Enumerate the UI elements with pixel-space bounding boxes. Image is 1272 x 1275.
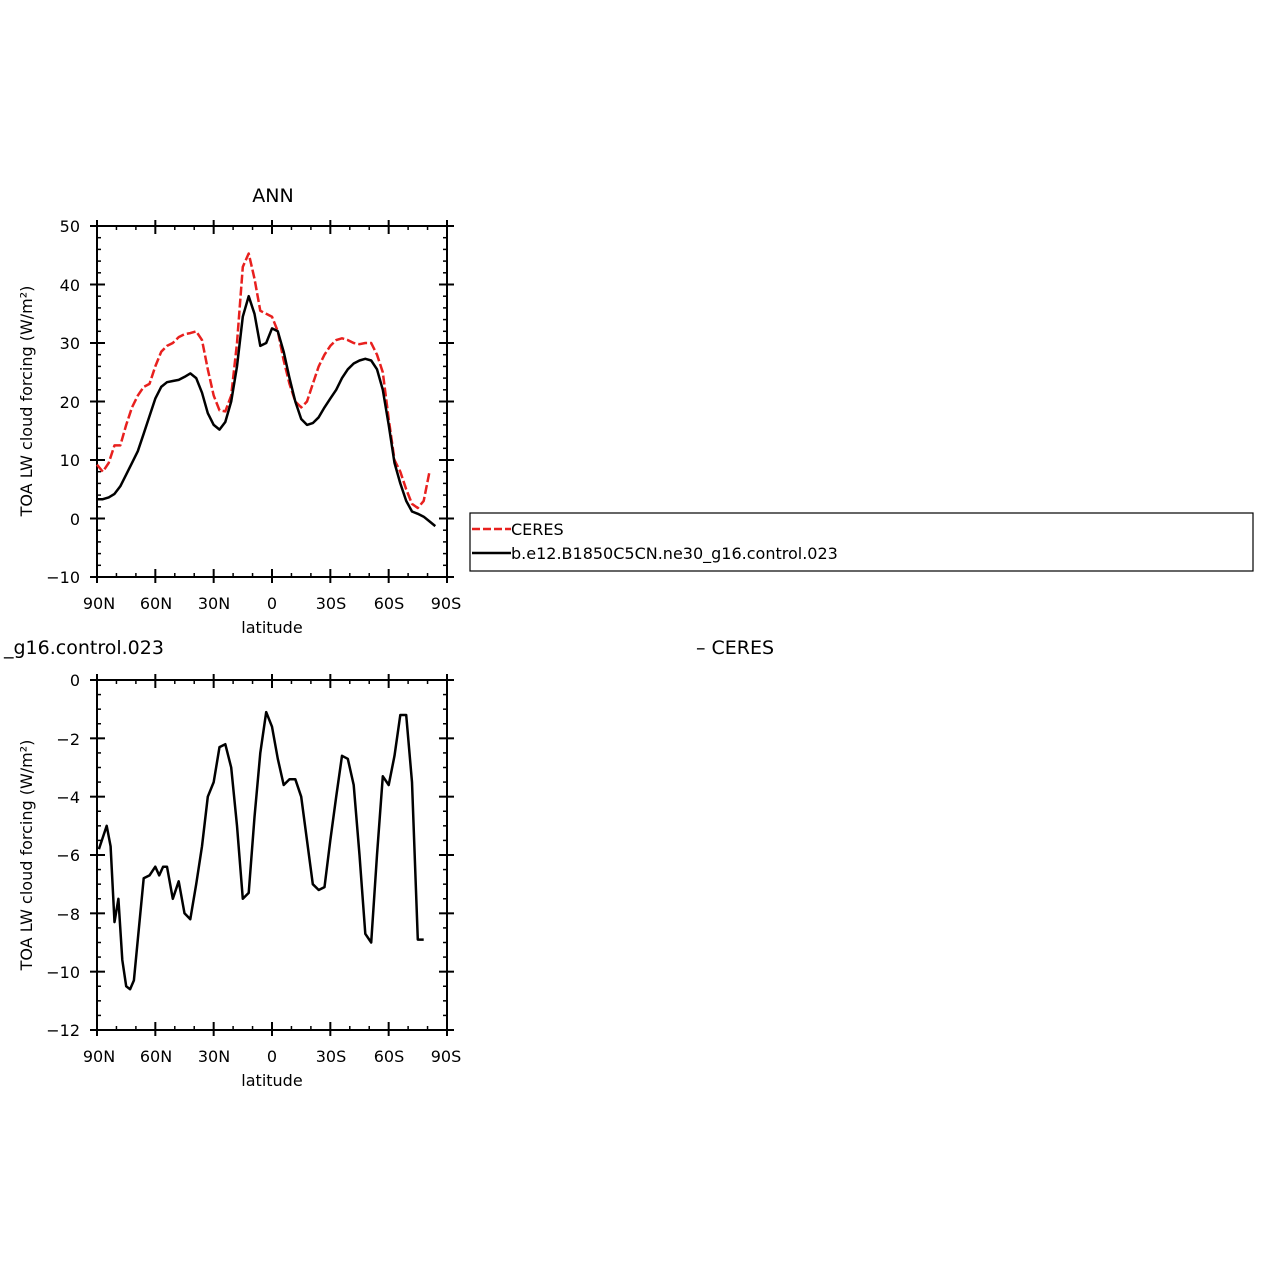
legend-label-model: b.e12.B1850C5CN.ne30_g16.control.023 [511,544,838,564]
x-tick-label: 0 [267,594,277,613]
top-x-tick-labels: 90N 60N 30N 0 30S 60S 90S [83,594,461,613]
y-tick-label: 0 [70,671,80,690]
top-y-axis-label: TOA LW cloud forcing (W/m²) [17,286,36,518]
x-tick-label: 90S [431,1047,462,1066]
x-tick-label: 90N [83,594,115,613]
x-tick-label: 30S [316,594,347,613]
x-tick-label: 90N [83,1047,115,1066]
bottom-title-left: _g16.control.023 [3,637,164,659]
y-tick-label: −4 [56,788,80,807]
y-tick-label: −10 [46,568,80,587]
x-tick-label: 60S [374,1047,405,1066]
bottom-y-axis-label: TOA LW cloud forcing (W/m²) [17,740,36,972]
y-tick-label: 40 [60,276,80,295]
top-panel-series [96,252,437,528]
x-tick-label: 30N [198,1047,230,1066]
bottom-x-axis-label: latitude [241,1071,302,1090]
y-tick-label: −2 [56,730,80,749]
legend-label-ceres: CERES [511,520,564,539]
y-tick-label: 10 [60,451,80,470]
x-tick-label: 60N [140,1047,172,1066]
top-panel-title: ANN [252,185,293,207]
legend: CERES b.e12.B1850C5CN.ne30_g16.control.0… [469,512,1254,572]
y-tick-label: 0 [70,510,80,529]
y-tick-label: −6 [56,846,80,865]
top-x-axis-label: latitude [241,618,302,637]
y-tick-label: −12 [46,1021,80,1040]
bottom-title-right: – CERES [696,637,774,659]
series-line-b-e12-b1850c5cn-ne30-g16-control-023 [97,294,437,528]
bottom-x-tick-labels: 90N 60N 30N 0 30S 60S 90S [83,1047,461,1066]
top-y-tick-labels: −10 0 10 20 30 40 50 [46,217,80,587]
y-tick-label: 30 [60,334,80,353]
x-tick-label: 60N [140,594,172,613]
top-panel: −10 0 10 20 30 40 50 90N 60N 30N 0 30S 6… [17,217,461,637]
y-tick-label: −10 [46,963,80,982]
series-line-difference [97,710,424,991]
x-tick-label: 30S [316,1047,347,1066]
x-tick-label: 0 [267,1047,277,1066]
y-tick-label: 50 [60,217,80,236]
y-tick-label: −8 [56,905,80,924]
x-tick-label: 60S [374,594,405,613]
y-tick-label: 20 [60,393,80,412]
bottom-panel-ticks [90,674,454,1036]
bottom-panel: −12 −10 −8 −6 −4 −2 0 90N 60N 30N 0 30S … [17,671,461,1090]
x-tick-label: 90S [431,594,462,613]
top-panel-ticks [90,220,454,583]
bottom-y-tick-labels: −12 −10 −8 −6 −4 −2 0 [46,671,80,1040]
x-tick-label: 30N [198,594,230,613]
series-line-ceres [96,252,431,510]
legend-box [469,512,1254,572]
bottom-panel-series [97,710,424,991]
top-panel-frame [96,225,448,578]
